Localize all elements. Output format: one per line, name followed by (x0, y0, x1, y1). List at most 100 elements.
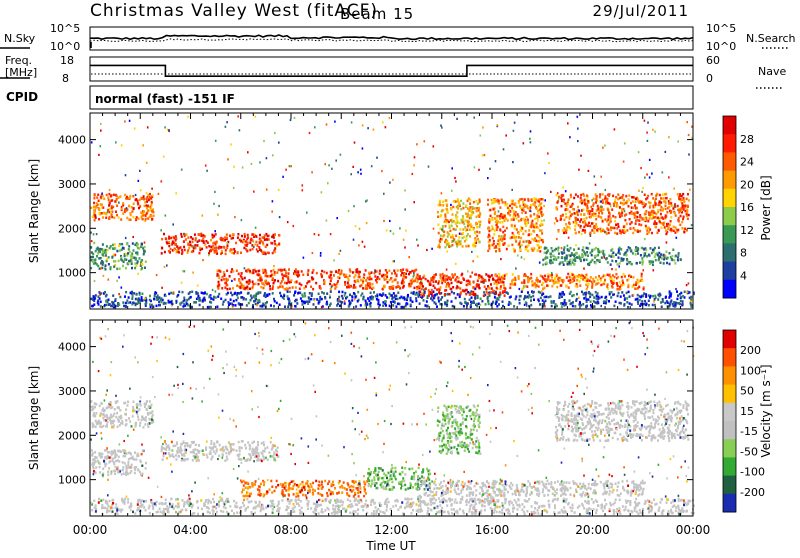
power-cell (647, 195, 649, 198)
power-cell (213, 235, 215, 238)
power-cell (119, 268, 121, 271)
power-cell (518, 275, 520, 278)
power-cell (562, 186, 564, 188)
power-cell (560, 215, 562, 218)
power-cell (243, 240, 245, 243)
velocity-cell (91, 509, 93, 512)
power-cell (241, 303, 243, 306)
power-cell (628, 194, 630, 197)
power-cell (596, 302, 598, 305)
power-cell (123, 247, 125, 250)
power-cell (328, 164, 330, 166)
power-cell (665, 197, 667, 200)
power-cell (666, 241, 668, 243)
power-cell (511, 282, 513, 285)
power-cell (502, 214, 504, 217)
power-cell (246, 250, 248, 253)
power-cell (551, 272, 553, 274)
power-cell (413, 275, 415, 277)
power-cell (267, 235, 269, 238)
power-cell (197, 244, 199, 247)
power-cell (556, 275, 558, 278)
power-cell (591, 213, 593, 216)
power-cell (586, 247, 588, 250)
power-cell (496, 283, 498, 286)
power-cell (488, 247, 490, 250)
power-cell (564, 246, 566, 249)
power-cell (643, 288, 645, 291)
power-cell (296, 299, 298, 302)
power-cell (254, 296, 256, 299)
power-cell (681, 227, 683, 230)
velocity-cell (399, 506, 401, 509)
power-cell (558, 252, 560, 255)
power-cell (459, 222, 461, 225)
power-cell (129, 259, 131, 262)
power-cell (323, 271, 325, 274)
power-cell (600, 176, 602, 178)
power-cell (624, 298, 626, 301)
power-cell (344, 294, 346, 297)
power-cell (439, 303, 441, 306)
power-cell (94, 280, 96, 282)
power-cell (651, 210, 653, 213)
power-cell (135, 258, 137, 261)
power-cell (365, 300, 367, 303)
power-cell (475, 200, 477, 203)
power-cell (495, 274, 497, 277)
power-cell (625, 195, 627, 198)
power-colorbar-tick: 24 (740, 156, 754, 169)
power-cell (665, 208, 667, 210)
power-cell (450, 204, 452, 206)
power-cell (561, 247, 563, 249)
velocity-cell (127, 501, 129, 504)
power-cell (131, 298, 133, 301)
power-cell (657, 217, 659, 220)
power-cell (129, 301, 131, 304)
power-cell (160, 301, 162, 304)
power-cell (113, 194, 115, 197)
velocity-cell (683, 499, 685, 502)
power-cell (663, 254, 665, 257)
power-cell (113, 304, 115, 307)
power-cell (487, 227, 489, 230)
power-cell (376, 157, 378, 159)
power-cell (400, 270, 402, 273)
velocity-cell (443, 511, 445, 513)
power-cell (104, 291, 106, 294)
power-cell (392, 304, 394, 307)
power-cell (688, 282, 690, 284)
power-cell (115, 298, 117, 301)
power-cell (504, 238, 506, 241)
power-cell (369, 273, 371, 276)
power-cell (234, 278, 236, 281)
power-cell (144, 297, 146, 299)
power-cell (335, 271, 337, 274)
velocity-cell (248, 501, 250, 504)
power-cell (575, 193, 577, 196)
power-cell (365, 279, 367, 282)
power-cell (321, 270, 323, 273)
power-cell (161, 287, 163, 289)
power-cell (232, 306, 234, 308)
power-cell (252, 286, 254, 289)
power-cell (186, 233, 188, 236)
power-cell (222, 303, 224, 306)
power-cell (187, 236, 189, 239)
power-cell (456, 219, 458, 222)
power-cell (311, 292, 313, 295)
power-cell (461, 219, 463, 222)
power-cell (304, 292, 306, 295)
velocity-cell (137, 503, 139, 506)
power-cell (489, 287, 491, 289)
power-cell (677, 259, 679, 262)
velocity-cell (581, 503, 583, 506)
power-cell (222, 276, 224, 279)
power-cell (206, 293, 208, 296)
power-cell (615, 254, 617, 257)
velocity-cell (101, 504, 103, 507)
power-cell (540, 207, 542, 210)
power-cell (611, 260, 613, 263)
power-cell (610, 296, 612, 299)
power-cell (624, 303, 626, 306)
